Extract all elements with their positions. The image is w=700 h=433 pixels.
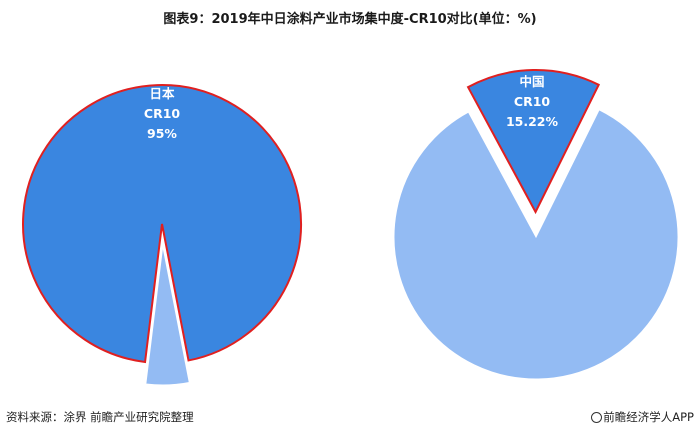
brand-logo-icon — [591, 412, 603, 423]
pie-china: 中国 CR10 15.22% — [393, 69, 679, 380]
pie-japan: 日本 CR10 95% — [22, 83, 302, 386]
pie-label-metric: CR10 — [514, 94, 550, 109]
pie-label-value: 15.22% — [506, 114, 559, 129]
brand-footer: 前瞻经济学人APP — [591, 409, 694, 425]
pie-slice-cr10 — [22, 83, 302, 364]
pie-label-country: 中国 — [519, 74, 544, 89]
pie-label-value: 95% — [147, 126, 177, 141]
pie-slice-other — [393, 109, 679, 380]
chart-title: 图表9：2019年中日涂料产业市场集中度-CR10对比(单位：%) — [163, 12, 537, 27]
pie-slice-cr10 — [466, 69, 601, 215]
pie-label-metric: CR10 — [144, 106, 180, 121]
brand-name: 前瞻经济学人APP — [603, 410, 694, 424]
pie-slice-other — [145, 245, 190, 386]
pie-label-country: 日本 — [149, 86, 175, 101]
source-note: 资料来源：涂界 前瞻产业研究院整理 — [6, 410, 194, 424]
